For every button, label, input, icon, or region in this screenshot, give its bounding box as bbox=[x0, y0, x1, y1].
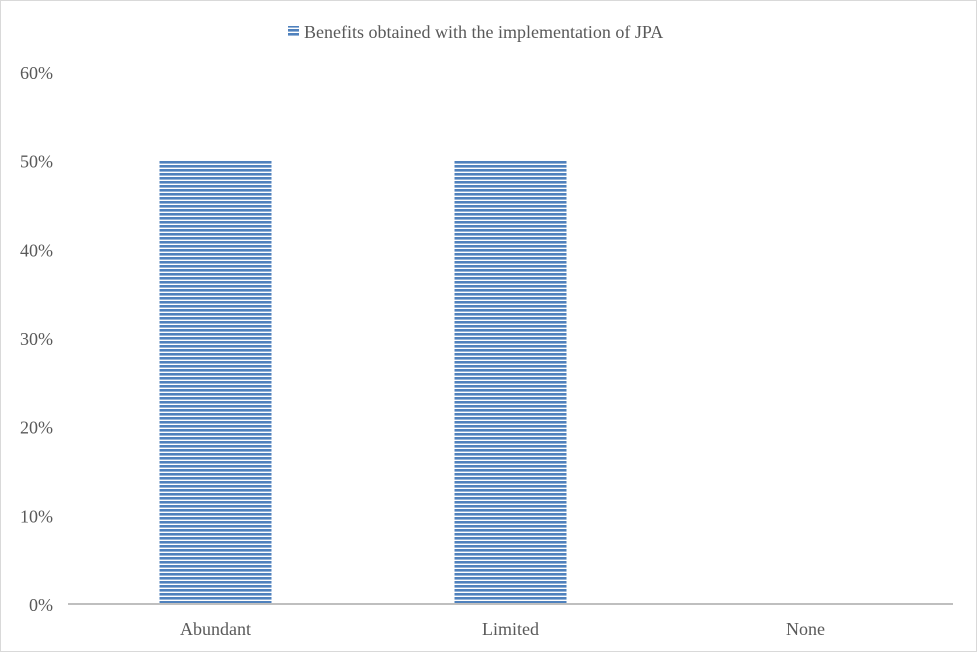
y-tick-label: 60% bbox=[20, 63, 53, 83]
bars bbox=[159, 160, 567, 604]
legend-label: Benefits obtained with the implementatio… bbox=[304, 22, 663, 42]
x-category-label: Abundant bbox=[180, 619, 251, 639]
legend-swatch bbox=[288, 26, 299, 37]
bar-abundant bbox=[159, 160, 272, 604]
x-category-label: Limited bbox=[482, 619, 539, 639]
x-axis: Abundant Limited None bbox=[180, 619, 825, 639]
y-axis: 0% 10% 20% 30% 40% 50% 60% bbox=[20, 63, 53, 615]
y-tick-label: 10% bbox=[20, 506, 53, 526]
y-tick-label: 40% bbox=[20, 240, 53, 260]
y-tick-label: 0% bbox=[29, 595, 53, 615]
legend: Benefits obtained with the implementatio… bbox=[288, 22, 663, 42]
y-tick-label: 30% bbox=[20, 329, 53, 349]
x-category-label: None bbox=[786, 619, 825, 639]
y-tick-label: 50% bbox=[20, 152, 53, 172]
y-tick-label: 20% bbox=[20, 418, 53, 438]
bar-limited bbox=[454, 160, 567, 604]
